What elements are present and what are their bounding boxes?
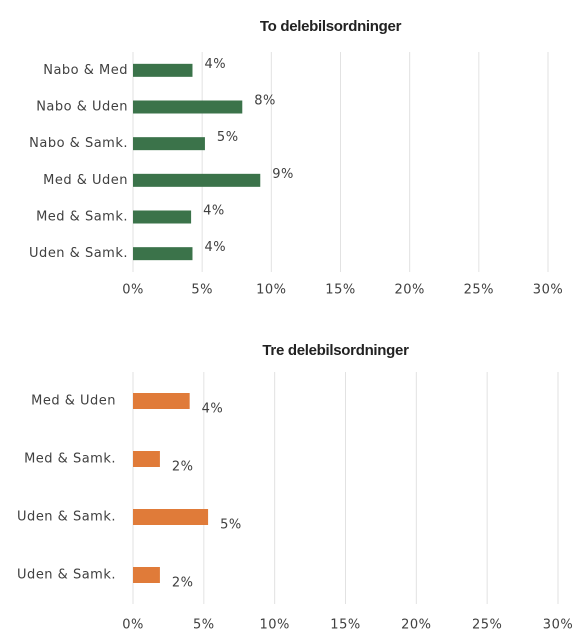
bar: [133, 451, 160, 467]
category-label: Uden & Samk.: [17, 568, 116, 583]
x-tick-label: 5%: [191, 283, 213, 298]
x-tick-label: 0%: [122, 283, 144, 298]
x-tick-label: 5%: [193, 618, 215, 633]
category-label: Uden & Samk.: [29, 246, 128, 261]
value-label: 4%: [203, 204, 225, 219]
value-label: 4%: [202, 402, 224, 417]
x-tick-label: 15%: [325, 283, 355, 298]
value-label: 8%: [254, 94, 276, 109]
bar: [133, 509, 209, 525]
category-label: Med & Samk.: [36, 210, 128, 225]
x-tick-label: 10%: [256, 283, 286, 298]
category-label: Nabo & Med: [43, 63, 128, 78]
value-label: 2%: [172, 576, 194, 591]
category-label: Med & Uden: [31, 394, 116, 409]
category-label: Nabo & Uden: [36, 100, 128, 115]
bar: [133, 247, 193, 261]
x-tick-label: 20%: [401, 618, 431, 633]
value-label: 4%: [204, 57, 226, 72]
category-label: Med & Uden: [43, 173, 128, 188]
value-label: 4%: [204, 240, 226, 255]
chart-title: Tre delebilsordninger: [262, 342, 409, 359]
category-label: Uden & Samk.: [17, 510, 116, 525]
bar: [133, 210, 192, 224]
bar: [133, 100, 243, 114]
bar: [133, 173, 261, 187]
category-label: Nabo & Samk.: [29, 136, 128, 151]
category-label: Med & Samk.: [24, 452, 116, 467]
x-tick-label: 20%: [394, 283, 424, 298]
x-tick-label: 25%: [464, 283, 494, 298]
bar: [133, 63, 193, 77]
value-label: 9%: [272, 167, 294, 182]
x-tick-label: 25%: [472, 618, 502, 633]
value-label: 5%: [217, 130, 239, 145]
x-tick-label: 10%: [259, 618, 289, 633]
bar: [133, 567, 160, 583]
x-tick-label: 0%: [122, 618, 144, 633]
bar: [133, 393, 190, 409]
x-tick-label: 30%: [543, 618, 573, 633]
chart-title: To delebilsordninger: [260, 18, 402, 35]
value-label: 5%: [220, 518, 242, 533]
x-tick-label: 15%: [330, 618, 360, 633]
x-tick-label: 30%: [533, 283, 563, 298]
value-label: 2%: [172, 460, 194, 475]
bar: [133, 137, 205, 151]
